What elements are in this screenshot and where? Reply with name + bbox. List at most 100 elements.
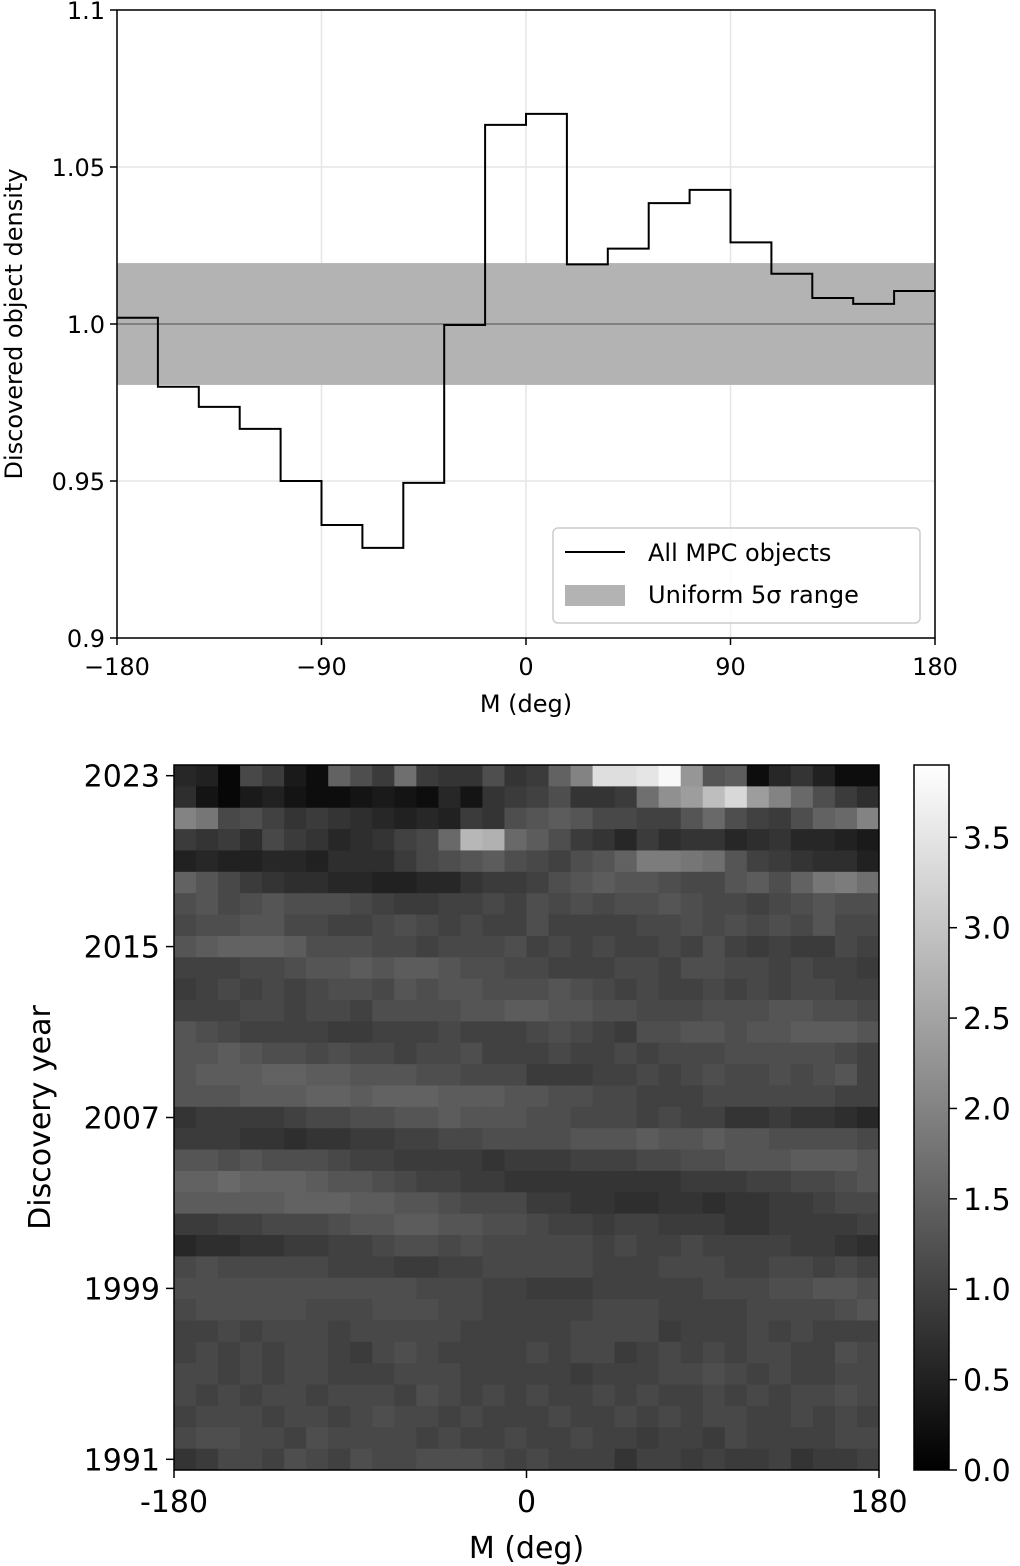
heatmap-cell <box>790 1405 814 1428</box>
heatmap-cell <box>812 978 836 1001</box>
heatmap-cell <box>570 1213 594 1236</box>
heatmap-cell <box>372 935 395 958</box>
heatmap-cell <box>592 1213 616 1236</box>
heatmap-cell <box>196 1128 219 1151</box>
heatmap-cell <box>174 1363 197 1386</box>
heatmap-cell <box>196 1448 219 1471</box>
heatmap-cell <box>394 978 417 1001</box>
heatmap-cell <box>636 1405 660 1428</box>
heatmap-cell <box>768 1064 792 1086</box>
heatmap-cell <box>240 1277 263 1300</box>
heatmap-cell <box>526 1213 550 1236</box>
heatmap-cell <box>416 1448 439 1471</box>
heatmap-cell <box>702 1320 726 1343</box>
heatmap-cell <box>548 935 572 958</box>
heatmap-cell <box>284 1405 307 1428</box>
heatmap-cell <box>218 1213 241 1236</box>
heatmap-cell <box>834 829 858 851</box>
heatmap-cell <box>526 1256 550 1279</box>
y-tick-label: 0.95 <box>52 468 105 496</box>
heatmap-cell <box>768 978 792 1001</box>
heatmap-cell <box>416 1149 439 1172</box>
heatmap-cell <box>240 1299 263 1321</box>
heatmap-cell <box>218 1000 241 1022</box>
heatmap-cell <box>262 765 285 787</box>
heatmap-cell <box>438 1384 461 1407</box>
heatmap-cell <box>746 935 770 958</box>
heatmap-cell <box>240 1192 263 1215</box>
heatmap-cell <box>218 1235 241 1257</box>
heatmap-cell <box>856 765 880 787</box>
heatmap-cell <box>680 850 704 873</box>
heatmap-cell <box>570 935 594 958</box>
heatmap-cell <box>614 829 638 851</box>
heatmap-cell <box>218 1064 241 1086</box>
heatmap-cell <box>174 1448 197 1471</box>
heatmap-cell <box>570 807 594 830</box>
heatmap-cell <box>174 850 197 873</box>
heatmap-cell <box>196 893 219 916</box>
heatmap-cell <box>812 1128 836 1151</box>
heatmap-cell <box>416 1256 439 1279</box>
heatmap-cell <box>812 1000 836 1022</box>
heatmap-cell <box>658 1021 682 1044</box>
heatmap-cell <box>350 871 373 894</box>
y-tick-label: 2023 <box>84 760 160 795</box>
heatmap-cell <box>504 1363 527 1386</box>
heatmap-cell <box>526 1448 550 1471</box>
heatmap-cell <box>284 765 307 787</box>
heatmap-cell <box>834 786 858 809</box>
heatmap-cell <box>548 1363 572 1386</box>
heatmap-cell <box>680 1042 704 1065</box>
heatmap-cell <box>284 978 307 1001</box>
heatmap-cell <box>724 978 748 1001</box>
heatmap-cell <box>614 1000 638 1022</box>
heatmap-cell <box>658 1448 682 1471</box>
heatmap-cell <box>416 829 439 851</box>
heatmap-cell <box>240 1405 263 1428</box>
legend-label: All MPC objects <box>648 539 831 567</box>
heatmap-cell <box>746 1085 770 1108</box>
heatmap-cell <box>812 1106 836 1129</box>
heatmap-cell <box>592 829 616 851</box>
heatmap-cell <box>658 807 682 830</box>
heatmap-cell <box>218 786 241 809</box>
heatmap-cell <box>372 1235 395 1257</box>
heatmap-cell <box>614 1427 638 1450</box>
heatmap-cell <box>526 1341 550 1364</box>
heatmap-cell <box>262 1320 285 1343</box>
heatmap-cell <box>284 1299 307 1321</box>
heatmap-cell <box>240 1448 263 1471</box>
heatmap-cell <box>658 914 682 937</box>
heatmap-cell <box>394 1256 417 1279</box>
heatmap-cell <box>262 1170 285 1193</box>
heatmap-cell <box>592 765 616 787</box>
heatmap-cell <box>460 1128 483 1151</box>
heatmap-cell <box>394 1405 417 1428</box>
heatmap-cell <box>394 786 417 809</box>
heatmap-cell <box>856 893 880 916</box>
heatmap-cell <box>856 978 880 1001</box>
heatmap-cell <box>504 1213 527 1236</box>
heatmap-cell <box>372 1106 395 1129</box>
heatmap-cell <box>416 1427 439 1450</box>
heatmap-cell <box>724 935 748 958</box>
heatmap-cell <box>834 1106 858 1129</box>
heatmap-cell <box>790 850 814 873</box>
heatmap-cell <box>394 914 417 937</box>
heatmap-cell <box>504 1320 527 1343</box>
heatmap-cell <box>658 1341 682 1364</box>
heatmap-cell <box>262 807 285 830</box>
heatmap-cell <box>790 1192 814 1215</box>
heatmap-cell <box>856 1277 880 1300</box>
heatmap-cell <box>240 850 263 873</box>
heatmap-cell <box>504 1021 527 1044</box>
heatmap-cell <box>812 1448 836 1471</box>
heatmap-cell <box>306 1085 329 1108</box>
heatmap-cell <box>834 914 858 937</box>
heatmap-cell <box>548 1106 572 1129</box>
heatmap-cell <box>438 978 461 1001</box>
heatmap-cell <box>614 1363 638 1386</box>
heatmap-cell <box>768 1341 792 1364</box>
heatmap-cell <box>482 786 505 809</box>
